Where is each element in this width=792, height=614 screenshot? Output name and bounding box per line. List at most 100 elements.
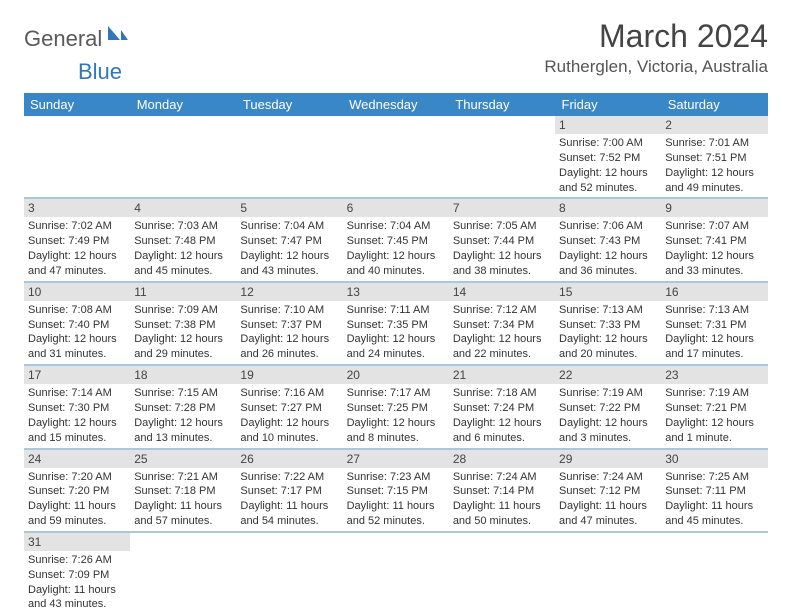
calendar-day-cell: 3Sunrise: 7:02 AMSunset: 7:49 PMDaylight… [24, 198, 130, 281]
day-number: 20 [343, 366, 449, 384]
sunset-text: Sunset: 7:15 PM [347, 484, 445, 499]
day-number: 23 [661, 366, 767, 384]
day-details: Sunrise: 7:09 AMSunset: 7:38 PMDaylight:… [130, 301, 236, 364]
day-number: 29 [555, 450, 661, 468]
sunset-text: Sunset: 7:49 PM [28, 234, 126, 249]
sunrise-text: Sunrise: 7:02 AM [28, 219, 126, 234]
daylight-text: and 22 minutes. [453, 347, 551, 362]
sunrise-text: Sunrise: 7:04 AM [347, 219, 445, 234]
sunset-text: Sunset: 7:40 PM [28, 318, 126, 333]
calendar-day-cell [236, 532, 342, 614]
sunset-text: Sunset: 7:09 PM [28, 568, 126, 583]
sunrise-text: Sunrise: 7:19 AM [665, 386, 763, 401]
sunset-text: Sunset: 7:38 PM [134, 318, 232, 333]
day-details: Sunrise: 7:11 AMSunset: 7:35 PMDaylight:… [343, 301, 449, 364]
calendar-day-cell [130, 116, 236, 198]
calendar-week-row: 31Sunrise: 7:26 AMSunset: 7:09 PMDayligh… [24, 532, 768, 614]
daylight-text: and 43 minutes. [240, 264, 338, 279]
sunrise-text: Sunrise: 7:24 AM [559, 470, 657, 485]
daylight-text: and 31 minutes. [28, 347, 126, 362]
day-details: Sunrise: 7:12 AMSunset: 7:34 PMDaylight:… [449, 301, 555, 364]
calendar-day-cell [236, 116, 342, 198]
daylight-text: Daylight: 12 hours [347, 416, 445, 431]
calendar-day-cell: 30Sunrise: 7:25 AMSunset: 7:11 PMDayligh… [661, 449, 767, 532]
sunset-text: Sunset: 7:48 PM [134, 234, 232, 249]
calendar-week-row: 1Sunrise: 7:00 AMSunset: 7:52 PMDaylight… [24, 116, 768, 198]
daylight-text: and 20 minutes. [559, 347, 657, 362]
sunrise-text: Sunrise: 7:22 AM [240, 470, 338, 485]
day-number: 9 [661, 199, 767, 217]
day-number: 17 [24, 366, 130, 384]
calendar-day-cell: 28Sunrise: 7:24 AMSunset: 7:14 PMDayligh… [449, 449, 555, 532]
daylight-text: and 10 minutes. [240, 431, 338, 446]
calendar-day-cell: 20Sunrise: 7:17 AMSunset: 7:25 PMDayligh… [343, 365, 449, 448]
daylight-text: Daylight: 11 hours [559, 499, 657, 514]
daylight-text: Daylight: 11 hours [28, 499, 126, 514]
daylight-text: Daylight: 12 hours [453, 332, 551, 347]
day-details: Sunrise: 7:20 AMSunset: 7:20 PMDaylight:… [24, 468, 130, 531]
calendar-day-cell: 12Sunrise: 7:10 AMSunset: 7:37 PMDayligh… [236, 282, 342, 365]
calendar-day-cell: 22Sunrise: 7:19 AMSunset: 7:22 PMDayligh… [555, 365, 661, 448]
sunset-text: Sunset: 7:22 PM [559, 401, 657, 416]
sunset-text: Sunset: 7:17 PM [240, 484, 338, 499]
sunrise-text: Sunrise: 7:01 AM [665, 136, 763, 151]
daylight-text: Daylight: 12 hours [347, 249, 445, 264]
sunrise-text: Sunrise: 7:07 AM [665, 219, 763, 234]
daylight-text: and 38 minutes. [453, 264, 551, 279]
weekday-header: Wednesday [343, 93, 449, 116]
daylight-text: and 45 minutes. [134, 264, 232, 279]
sunset-text: Sunset: 7:25 PM [347, 401, 445, 416]
calendar-day-cell: 7Sunrise: 7:05 AMSunset: 7:44 PMDaylight… [449, 198, 555, 281]
daylight-text: Daylight: 11 hours [240, 499, 338, 514]
sunrise-text: Sunrise: 7:23 AM [347, 470, 445, 485]
daylight-text: and 47 minutes. [28, 264, 126, 279]
daylight-text: Daylight: 11 hours [28, 583, 126, 598]
sunrise-text: Sunrise: 7:25 AM [665, 470, 763, 485]
calendar-day-cell: 8Sunrise: 7:06 AMSunset: 7:43 PMDaylight… [555, 198, 661, 281]
daylight-text: and 15 minutes. [28, 431, 126, 446]
day-number: 13 [343, 283, 449, 301]
calendar-day-cell: 15Sunrise: 7:13 AMSunset: 7:33 PMDayligh… [555, 282, 661, 365]
day-number: 7 [449, 199, 555, 217]
weekday-header: Sunday [24, 93, 130, 116]
day-number: 1 [555, 116, 661, 134]
calendar-day-cell: 29Sunrise: 7:24 AMSunset: 7:12 PMDayligh… [555, 449, 661, 532]
daylight-text: and 43 minutes. [28, 597, 126, 612]
daylight-text: and 26 minutes. [240, 347, 338, 362]
daylight-text: and 52 minutes. [347, 514, 445, 529]
daylight-text: and 50 minutes. [453, 514, 551, 529]
day-number: 31 [24, 533, 130, 551]
daylight-text: Daylight: 12 hours [28, 416, 126, 431]
day-details: Sunrise: 7:06 AMSunset: 7:43 PMDaylight:… [555, 217, 661, 280]
weekday-header: Tuesday [236, 93, 342, 116]
weekday-header: Saturday [661, 93, 767, 116]
day-number: 2 [661, 116, 767, 134]
sunset-text: Sunset: 7:34 PM [453, 318, 551, 333]
calendar-day-cell [449, 116, 555, 198]
day-details: Sunrise: 7:16 AMSunset: 7:27 PMDaylight:… [236, 384, 342, 447]
day-number: 21 [449, 366, 555, 384]
daylight-text: Daylight: 12 hours [665, 249, 763, 264]
calendar-day-cell [449, 532, 555, 614]
calendar-day-cell [343, 532, 449, 614]
day-details: Sunrise: 7:04 AMSunset: 7:47 PMDaylight:… [236, 217, 342, 280]
calendar-day-cell: 9Sunrise: 7:07 AMSunset: 7:41 PMDaylight… [661, 198, 767, 281]
daylight-text: Daylight: 12 hours [559, 249, 657, 264]
daylight-text: Daylight: 12 hours [240, 249, 338, 264]
daylight-text: Daylight: 11 hours [134, 499, 232, 514]
sunset-text: Sunset: 7:47 PM [240, 234, 338, 249]
sunrise-text: Sunrise: 7:05 AM [453, 219, 551, 234]
day-details: Sunrise: 7:04 AMSunset: 7:45 PMDaylight:… [343, 217, 449, 280]
daylight-text: and 57 minutes. [134, 514, 232, 529]
sunrise-text: Sunrise: 7:18 AM [453, 386, 551, 401]
sunrise-text: Sunrise: 7:16 AM [240, 386, 338, 401]
daylight-text: and 8 minutes. [347, 431, 445, 446]
daylight-text: Daylight: 12 hours [28, 249, 126, 264]
sunrise-text: Sunrise: 7:10 AM [240, 303, 338, 318]
day-number: 11 [130, 283, 236, 301]
daylight-text: Daylight: 12 hours [665, 416, 763, 431]
day-number: 10 [24, 283, 130, 301]
weekday-header: Thursday [449, 93, 555, 116]
daylight-text: Daylight: 11 hours [665, 499, 763, 514]
calendar-day-cell [555, 532, 661, 614]
